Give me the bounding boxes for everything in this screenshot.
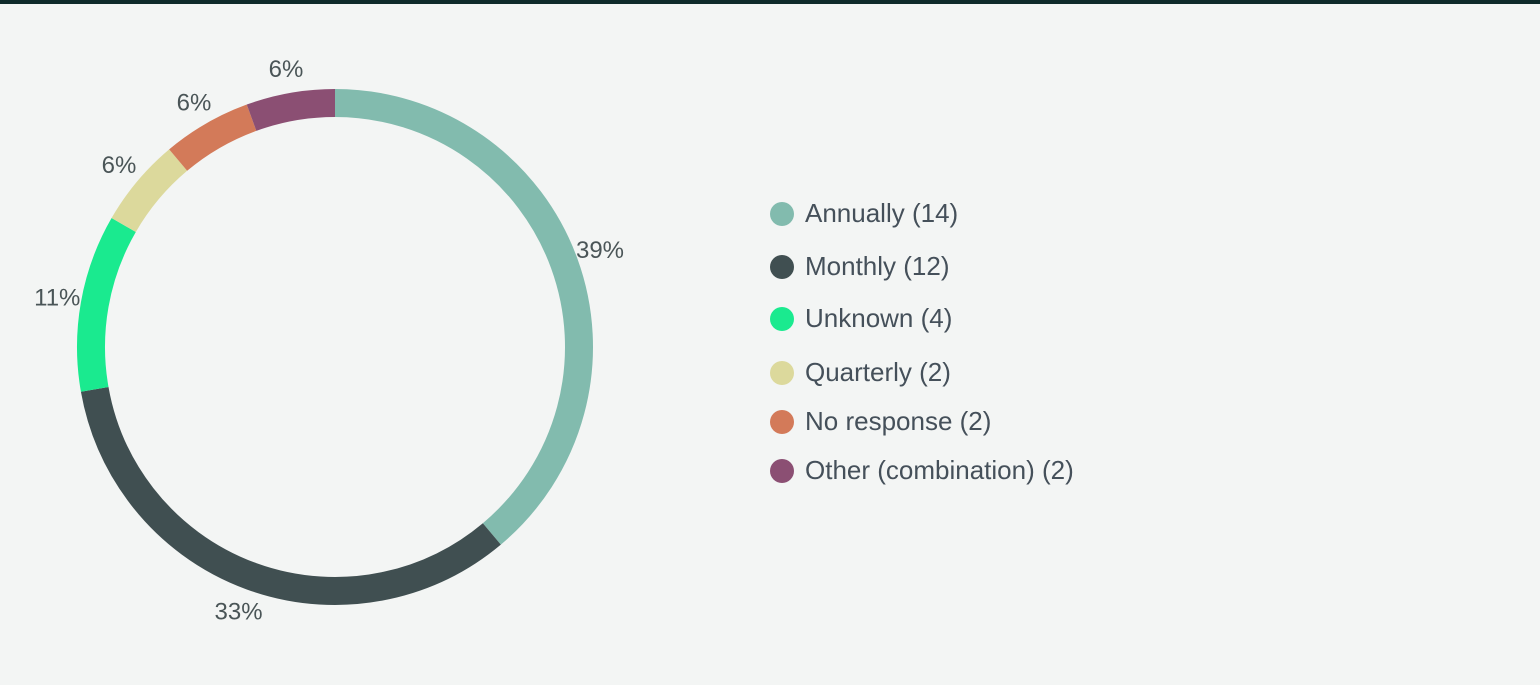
- slice-label-unknown: 11%: [34, 285, 80, 312]
- legend-swatch-annually: [770, 202, 794, 226]
- legend-swatch-quarterly: [770, 361, 794, 385]
- legend-label-unknown: Unknown (4): [805, 303, 953, 333]
- top-accent-bar: [0, 0, 1540, 4]
- legend-label-monthly: Monthly (12): [805, 251, 950, 281]
- legend-label-other: Other (combination) (2): [805, 455, 1074, 485]
- legend-label-no-response: No response (2): [805, 406, 992, 436]
- slice-label-annually: 39%: [576, 237, 624, 264]
- slice-label-quarterly: 6%: [102, 152, 137, 179]
- slice-label-other-combination: 6%: [269, 56, 304, 83]
- legend-swatch-unknown: [770, 307, 794, 331]
- legend-swatch-no-response: [770, 410, 794, 434]
- donut-slice-monthly: [80, 386, 501, 605]
- legend-swatch-other: [770, 459, 794, 483]
- slice-label-monthly: 33%: [215, 598, 263, 625]
- donut-slice-other-combination: [246, 89, 336, 131]
- donut-slice-quarterly: [111, 149, 188, 233]
- donut-slice-no-response: [169, 104, 257, 171]
- slice-label-no-response: 6%: [177, 89, 212, 116]
- legend-label-annually: Annually (14): [805, 198, 959, 228]
- donut-slice-unknown: [77, 218, 136, 392]
- donut-slice-annually: [334, 89, 593, 545]
- legend-label-quarterly: Quarterly (2): [805, 357, 951, 387]
- legend-swatch-monthly: [770, 255, 794, 279]
